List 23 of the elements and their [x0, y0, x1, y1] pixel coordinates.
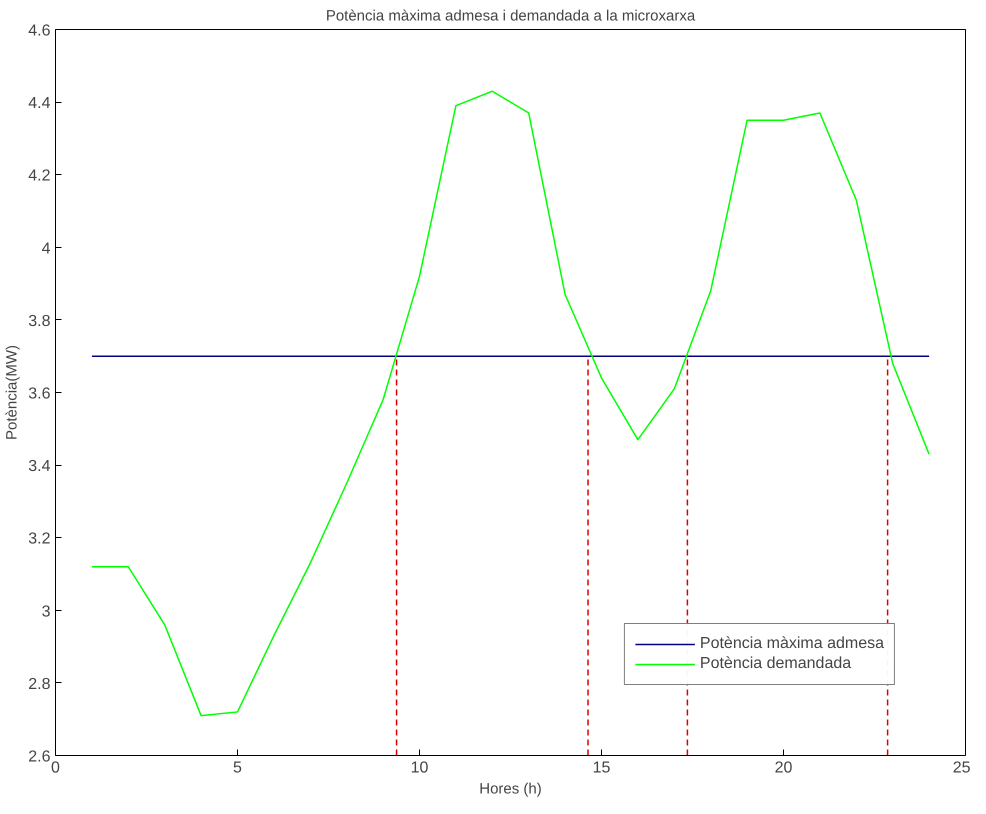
- x-axis-title: Hores (h): [479, 780, 542, 798]
- y-tick-label: 3.6: [28, 386, 51, 402]
- y-axis-title: Potència(MW): [3, 344, 20, 440]
- y-tick-label: 3.2: [28, 530, 51, 548]
- chart-title: Potència màxima admesa i demandada a la microxarxa: [326, 8, 696, 24]
- legend-label: Potència demandada: [700, 655, 852, 673]
- y-tick-label: 4: [42, 240, 51, 258]
- x-tick-label: 5: [233, 760, 242, 776]
- y-tick-label: 3.8: [28, 312, 51, 330]
- legend-label: Potència màxima admesa: [700, 635, 884, 653]
- y-tick-label: 4.4: [28, 95, 51, 112]
- y-tick-label: 2.8: [28, 676, 51, 693]
- y-tick-label: 4.6: [28, 22, 51, 40]
- y-tick-label: 3: [42, 603, 51, 620]
- y-tick-label: 4.2: [28, 168, 51, 185]
- x-tick-label: 15: [592, 760, 610, 776]
- y-tick-label: 2.6: [28, 748, 51, 766]
- x-tick-label: 10: [410, 760, 428, 776]
- x-tick-label: 25: [952, 760, 971, 776]
- x-tick-label: 0: [51, 760, 60, 776]
- x-tick-label: 20: [774, 760, 792, 776]
- y-tick-label: 3.4: [28, 458, 51, 476]
- line-series: [91, 90, 930, 716]
